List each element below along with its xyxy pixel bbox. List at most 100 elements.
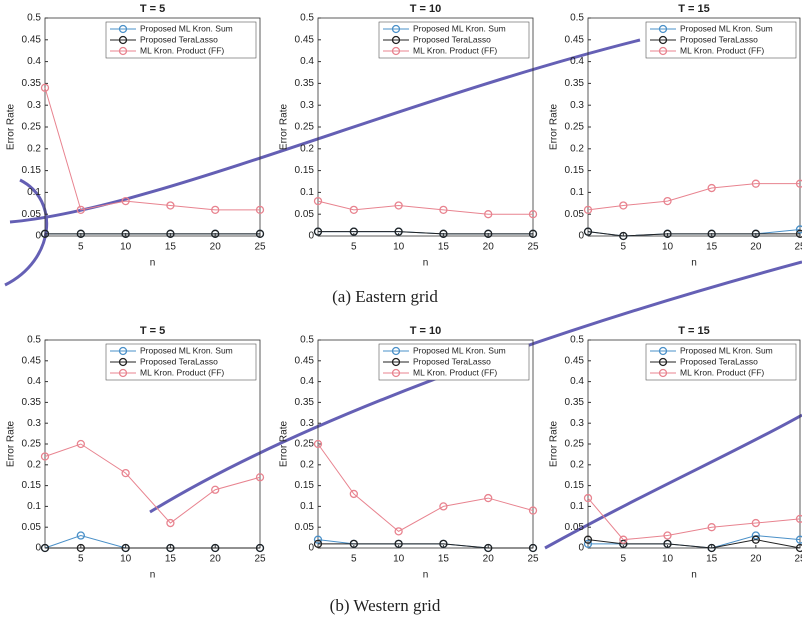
y-tick-label: 0.4 <box>570 376 584 387</box>
y-tick-label: 0.05 <box>22 522 42 533</box>
caption: (b) Western grid <box>330 596 441 615</box>
x-axis-label: n <box>150 570 156 581</box>
x-tick-label: 15 <box>706 554 718 565</box>
series-line <box>588 498 800 540</box>
x-tick-label: 10 <box>393 554 405 565</box>
y-tick-label: 0.45 <box>565 355 585 366</box>
x-tick-label: 5 <box>78 554 84 565</box>
y-axis-label: Error Rate <box>279 421 290 468</box>
y-tick-label: 0.5 <box>300 13 314 24</box>
x-tick-label: 25 <box>794 554 802 565</box>
y-tick-label: 0.25 <box>295 122 315 133</box>
legend-label: ML Kron. Product (FF) <box>413 367 497 377</box>
x-tick-label: 25 <box>254 242 266 253</box>
chart-title: T = 10 <box>410 3 442 15</box>
figure: (a) Eastern grid (b) Western grid T = 5n… <box>0 0 802 625</box>
legend-label: Proposed ML Kron. Sum <box>680 23 773 33</box>
x-axis-label: n <box>423 570 429 581</box>
x-tick-label: 15 <box>438 242 450 253</box>
x-tick-label: 25 <box>254 554 266 565</box>
caption: (a) Eastern grid <box>332 287 438 306</box>
y-tick-label: 0.25 <box>22 122 42 133</box>
y-tick-label: 0.1 <box>300 501 314 512</box>
y-tick-label: 0.05 <box>22 209 42 220</box>
y-tick-label: 0 <box>35 543 41 554</box>
legend-label: ML Kron. Product (FF) <box>140 45 224 55</box>
y-tick-label: 0.5 <box>570 13 584 24</box>
y-tick-label: 0.45 <box>295 34 315 45</box>
y-tick-label: 0.15 <box>295 480 315 491</box>
y-tick-label: 0.45 <box>565 34 585 45</box>
y-tick-label: 0.3 <box>570 100 584 111</box>
y-tick-label: 0 <box>308 231 314 242</box>
x-tick-label: 20 <box>483 242 495 253</box>
overlay-stroke <box>10 40 640 222</box>
legend-label: ML Kron. Product (FF) <box>140 367 224 377</box>
y-tick-label: 0.45 <box>295 355 315 366</box>
x-axis-label: n <box>691 570 697 581</box>
y-axis-label: Error Rate <box>549 104 560 151</box>
y-tick-label: 0.25 <box>295 439 315 450</box>
y-tick-label: 0 <box>308 543 314 554</box>
y-tick-label: 0.25 <box>22 439 42 450</box>
y-tick-label: 0.25 <box>565 439 585 450</box>
y-tick-label: 0.4 <box>300 56 314 67</box>
x-axis-label: n <box>150 258 156 269</box>
y-tick-label: 0.1 <box>570 501 584 512</box>
y-tick-label: 0.1 <box>27 187 41 198</box>
y-tick-label: 0.15 <box>22 165 42 176</box>
y-tick-label: 0.2 <box>570 143 584 154</box>
legend-label: Proposed ML Kron. Sum <box>140 345 233 355</box>
y-tick-label: 0.5 <box>27 335 41 346</box>
y-tick-label: 0 <box>578 543 584 554</box>
series-line <box>318 444 533 531</box>
legend-label: Proposed TeraLasso <box>413 356 491 366</box>
x-tick-label: 10 <box>393 242 405 253</box>
y-tick-label: 0.35 <box>295 397 315 408</box>
x-tick-label: 25 <box>794 242 802 253</box>
x-tick-label: 10 <box>662 242 674 253</box>
y-tick-label: 0.3 <box>27 418 41 429</box>
chart-title: T = 10 <box>410 325 442 337</box>
x-tick-label: 20 <box>210 242 222 253</box>
y-tick-label: 0.1 <box>300 187 314 198</box>
y-tick-label: 0.2 <box>300 459 314 470</box>
x-tick-label: 10 <box>120 242 132 253</box>
legend-label: Proposed ML Kron. Sum <box>413 345 506 355</box>
y-tick-label: 0.15 <box>565 480 585 491</box>
y-tick-label: 0.4 <box>300 376 314 387</box>
y-tick-label: 0.3 <box>570 418 584 429</box>
y-tick-label: 0.4 <box>27 56 41 67</box>
y-tick-label: 0.35 <box>565 397 585 408</box>
chart-title: T = 15 <box>678 3 710 15</box>
y-axis-label: Error Rate <box>6 104 17 151</box>
y-tick-label: 0.4 <box>570 56 584 67</box>
y-tick-label: 0.35 <box>295 78 315 89</box>
x-tick-label: 10 <box>120 554 132 565</box>
y-tick-label: 0.5 <box>300 335 314 346</box>
legend-label: Proposed ML Kron. Sum <box>140 23 233 33</box>
y-tick-label: 0.2 <box>300 143 314 154</box>
x-axis-label: n <box>691 258 697 269</box>
x-tick-label: 5 <box>78 242 84 253</box>
y-tick-label: 0.1 <box>570 187 584 198</box>
x-tick-label: 5 <box>351 242 357 253</box>
legend-label: Proposed TeraLasso <box>413 34 491 44</box>
y-tick-label: 0.05 <box>565 209 585 220</box>
y-tick-label: 0.5 <box>570 335 584 346</box>
series-line <box>318 201 533 214</box>
x-tick-label: 20 <box>483 554 495 565</box>
y-tick-label: 0.3 <box>27 100 41 111</box>
y-tick-label: 0.05 <box>295 522 315 533</box>
legend-label: Proposed ML Kron. Sum <box>680 345 773 355</box>
x-tick-label: 25 <box>527 554 539 565</box>
legend-label: Proposed TeraLasso <box>680 356 758 366</box>
x-tick-label: 15 <box>165 242 177 253</box>
y-axis-label: Error Rate <box>549 421 560 468</box>
y-tick-label: 0 <box>35 231 41 242</box>
y-axis-label: Error Rate <box>279 104 290 151</box>
legend-label: ML Kron. Product (FF) <box>680 367 764 377</box>
overlay-stroke <box>150 262 802 512</box>
x-tick-label: 10 <box>662 554 674 565</box>
legend-label: Proposed ML Kron. Sum <box>413 23 506 33</box>
